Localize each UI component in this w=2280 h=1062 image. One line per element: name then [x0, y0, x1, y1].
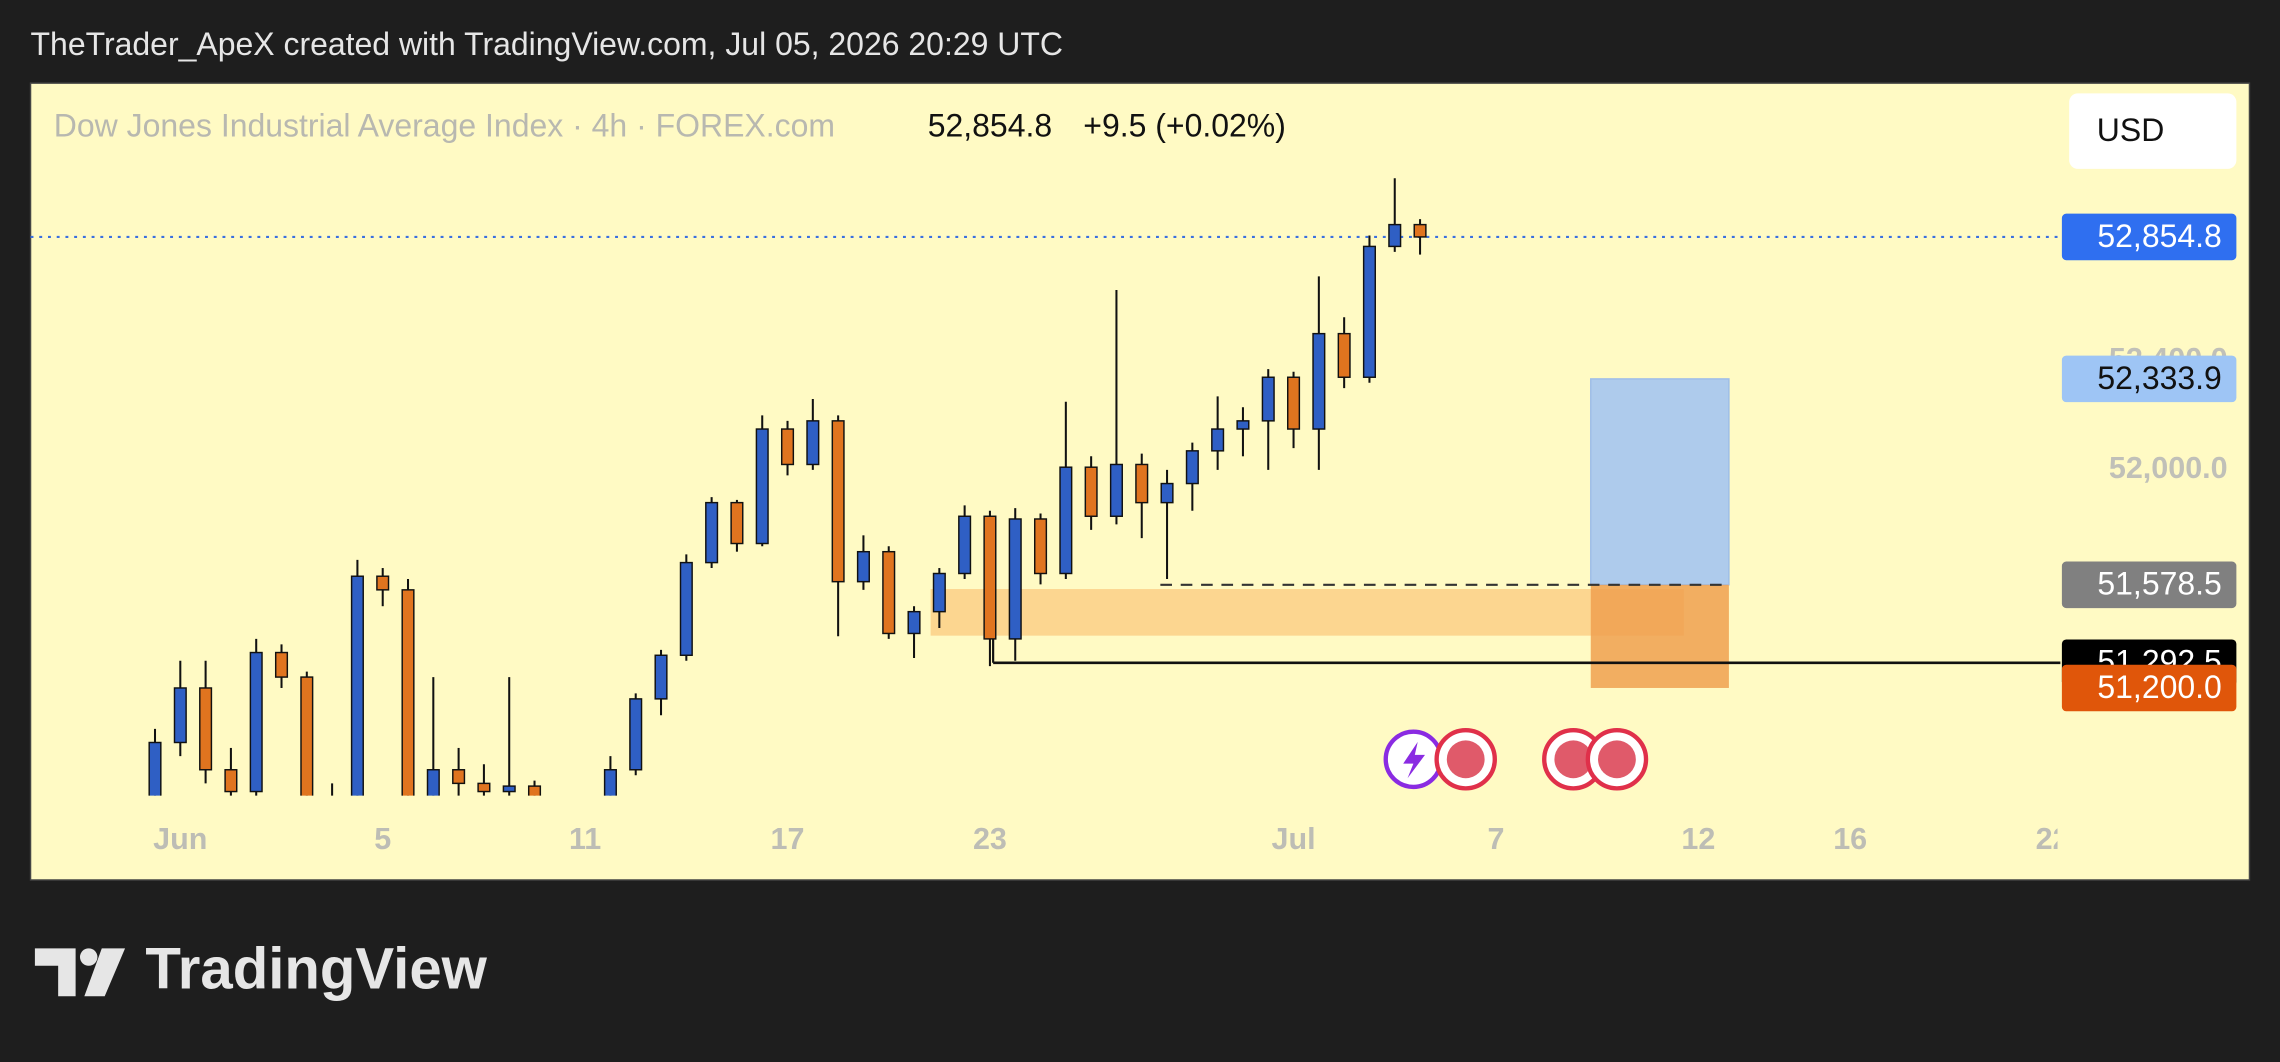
currency-label[interactable]: USD: [2097, 112, 2164, 148]
logo-text: TradingView: [145, 936, 487, 1001]
candle-body: [199, 687, 213, 771]
candle-body: [1287, 376, 1301, 430]
x-tick-label: Jul: [1272, 822, 1316, 856]
legend-price: 52,854.8: [928, 108, 1052, 144]
candle-body: [730, 501, 744, 545]
x-tick-label: 11: [569, 822, 601, 856]
header-title: TheTrader_ApeX created with TradingView.…: [31, 26, 1063, 62]
price-tag: [2061, 561, 2237, 609]
candle-body: [527, 785, 542, 796]
candle-body: [755, 428, 769, 545]
logo: [34, 948, 126, 997]
candle-body: [426, 769, 440, 796]
candle-body: [831, 420, 845, 583]
candle-body: [376, 575, 390, 591]
event-icons: [1383, 728, 1649, 791]
price-tag-label: 51,578.5: [2097, 566, 2221, 602]
candle-body: [1312, 332, 1326, 430]
x-tick-label: 17: [771, 822, 805, 856]
price-tag: [2061, 355, 2237, 403]
candle-body: [958, 515, 972, 575]
candle-body: [1135, 463, 1149, 504]
candle-body: [148, 741, 162, 796]
candle-body: [1059, 466, 1073, 575]
x-tick-label: 22: [2036, 822, 2070, 856]
candle-body: [932, 572, 946, 613]
candle-body: [907, 610, 921, 635]
candle-body: [1160, 482, 1174, 504]
candle-body: [350, 575, 364, 796]
candle-body: [1008, 518, 1022, 640]
candle-body: [679, 561, 693, 656]
candle-body: [173, 687, 187, 744]
x-tick-label: 7: [1487, 822, 1504, 856]
candle-body: [224, 769, 238, 793]
candle-body: [1109, 463, 1123, 517]
candle-body: [1362, 245, 1376, 378]
legend-change: +9.5 (+0.02%): [1083, 108, 1286, 144]
target-box: [1590, 378, 1730, 586]
x-tick-label: 12: [1681, 822, 1715, 856]
price-tag-label: 52,333.9: [2097, 360, 2221, 396]
candle-body: [249, 651, 263, 793]
price-tag: [2061, 664, 2237, 712]
candle-body: [452, 769, 466, 785]
price-tag-label: 51,200.0: [2097, 669, 2221, 705]
candle-body: [629, 698, 643, 771]
candle-body: [983, 515, 997, 640]
candle-body: [300, 676, 314, 796]
candle-body: [806, 420, 820, 466]
candle-body: [856, 550, 870, 583]
x-tick-label: 5: [374, 822, 391, 856]
price-pane: [30, 178, 2061, 796]
candle-body: [502, 785, 516, 793]
stop-box: [1590, 584, 1729, 688]
candle-body: [1236, 420, 1250, 430]
x-tick-label: 23: [973, 822, 1007, 856]
candle-body: [1084, 466, 1098, 517]
price-tag-label: 52,854.8: [2097, 218, 2221, 254]
candle-body: [1388, 223, 1402, 248]
candle-body: [780, 428, 795, 466]
candle-body: [705, 501, 719, 564]
demand-zone: [930, 589, 1684, 636]
y-tick-label: 52,000.0: [2109, 451, 2228, 485]
candle-body: [274, 651, 289, 678]
candle-body: [654, 654, 668, 700]
candle-body: [401, 589, 415, 796]
candle-body: [1185, 450, 1199, 485]
candle-body: [1033, 518, 1048, 575]
candle-body: [882, 550, 896, 635]
plot: 52,000.052,400.0Jun5111723Jul712162252,8…: [30, 178, 2237, 856]
candle-body: [1261, 376, 1275, 422]
candle-body: [477, 782, 491, 793]
price-tag: [2061, 213, 2237, 261]
candle-body: [603, 769, 617, 796]
currency-button[interactable]: [2069, 93, 2237, 169]
candle-body: [1337, 332, 1351, 378]
x-tick-label: Jun: [153, 822, 207, 856]
legend-symbol: Dow Jones Industrial Average Index · 4h …: [54, 108, 835, 144]
x-axis: Jun 5 11 17 23 Jul 7 12 16 22: [153, 822, 2070, 856]
candle-body: [1413, 223, 1427, 238]
x-tick-label: 16: [1833, 822, 1867, 856]
candle-body: [1211, 428, 1225, 452]
